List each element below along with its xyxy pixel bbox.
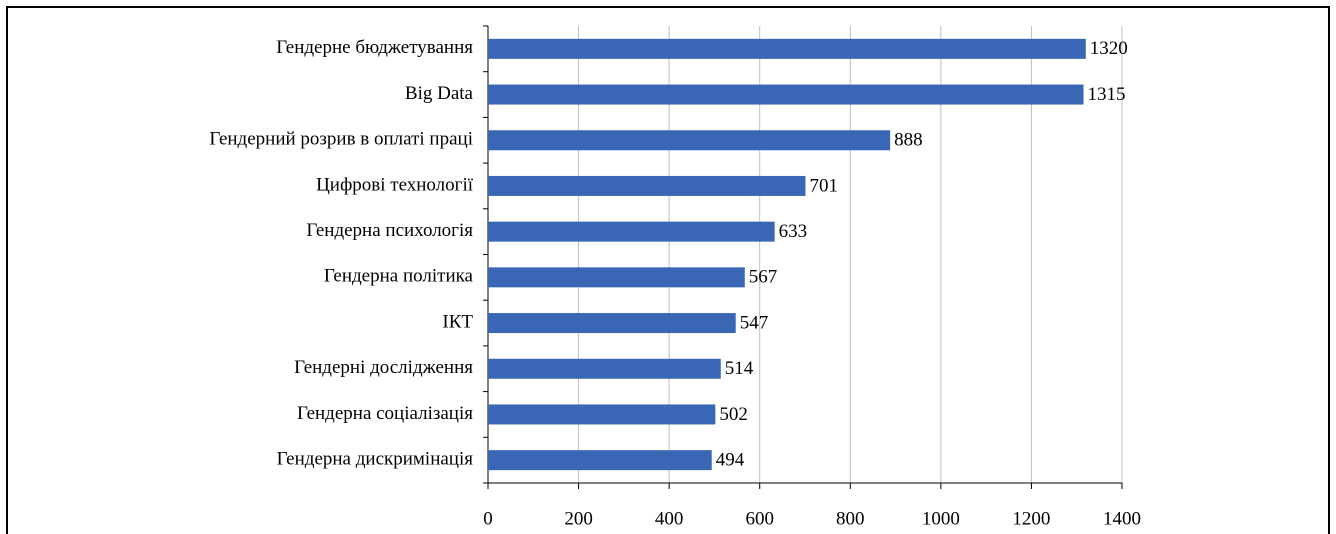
value-label: 567 <box>749 267 778 288</box>
x-tick-label: 400 <box>655 508 684 529</box>
value-label: 547 <box>740 312 769 333</box>
y-tick-label: Цифрові технології <box>316 174 474 195</box>
value-label: 1315 <box>1088 84 1126 105</box>
bar <box>488 404 716 425</box>
bar <box>488 175 806 196</box>
bar <box>488 84 1084 105</box>
y-tick-label: Гендерна психологія <box>306 220 473 241</box>
bar <box>488 267 745 288</box>
value-label: 701 <box>809 175 838 196</box>
y-tick-label: Гендерна соціалізація <box>297 403 473 424</box>
value-label: 514 <box>725 358 754 379</box>
value-label: 1320 <box>1090 38 1128 59</box>
bar <box>488 313 736 334</box>
x-tick-label: 600 <box>745 508 774 529</box>
y-tick-label: Гендерне бюджетування <box>276 37 473 58</box>
x-tick-label: 1400 <box>1103 508 1141 529</box>
bar <box>488 450 712 471</box>
bar <box>488 358 721 379</box>
bar <box>488 221 775 242</box>
x-tick-label: 800 <box>836 508 865 529</box>
bar <box>488 130 891 151</box>
x-tick-label: 1200 <box>1012 508 1050 529</box>
y-tick-label: Гендерна політика <box>324 266 474 287</box>
y-tick-label: Гендерні дослідження <box>294 357 473 378</box>
y-tick-label: Гендерний розрив в оплаті праці <box>209 129 473 150</box>
x-tick-label: 0 <box>483 508 493 529</box>
x-tick-label: 1000 <box>922 508 960 529</box>
value-label: 633 <box>779 221 808 242</box>
y-tick-label: Big Data <box>405 83 474 104</box>
value-label: 494 <box>716 450 745 471</box>
y-tick-label: Гендерна дискримінація <box>277 449 474 470</box>
bar <box>488 38 1086 59</box>
value-label: 502 <box>719 404 748 425</box>
y-tick-label: ІКТ <box>442 311 473 332</box>
frame <box>6 6 1330 534</box>
x-tick-label: 200 <box>564 508 593 529</box>
value-label: 888 <box>894 130 923 151</box>
